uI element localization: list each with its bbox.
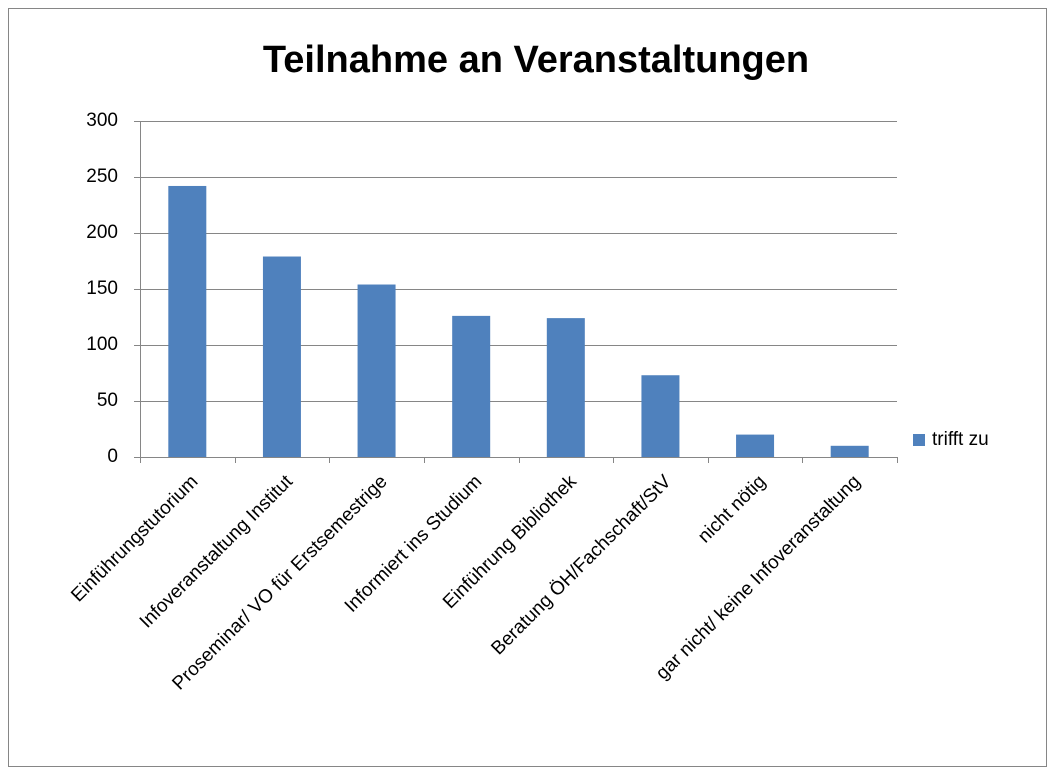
bar: [168, 185, 207, 457]
y-tick-label: 300: [86, 110, 118, 131]
legend-label: trifft zu: [932, 429, 989, 450]
bar: [546, 318, 585, 457]
y-tick-label: 100: [86, 334, 118, 355]
y-tick-label: 50: [97, 390, 118, 411]
y-tick-label: 200: [86, 222, 118, 243]
bar: [357, 284, 396, 457]
y-tick-label: 150: [86, 278, 118, 299]
bar: [641, 375, 680, 457]
y-tick-label: 250: [86, 166, 118, 187]
chart-frame: [8, 8, 1047, 767]
bar: [262, 256, 301, 457]
bar: [452, 315, 491, 457]
bar: [736, 434, 775, 457]
y-tick-label: 0: [107, 446, 118, 467]
bar: [830, 445, 869, 457]
legend-swatch: [913, 434, 925, 446]
chart-title: Teilnahme an Veranstaltungen: [263, 39, 809, 81]
